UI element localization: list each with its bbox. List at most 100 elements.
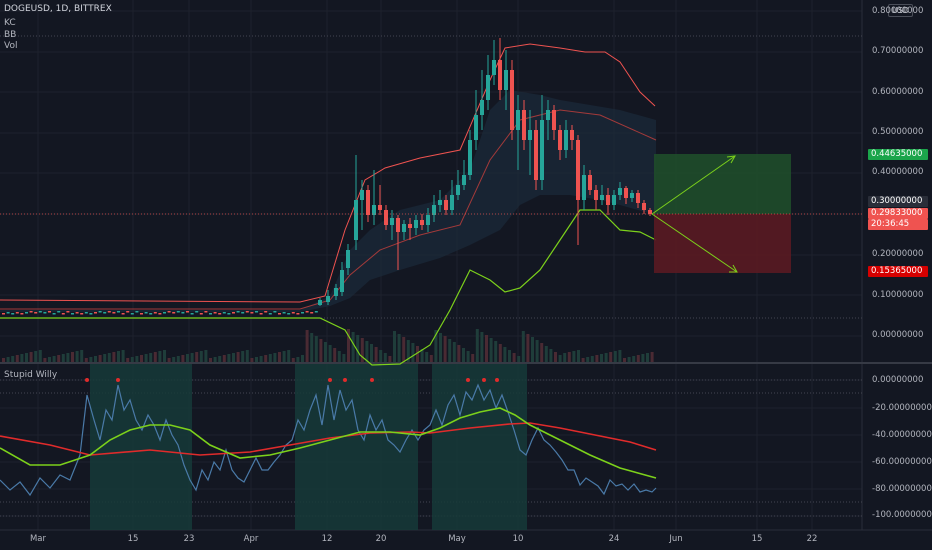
price-tick: 0.10000000 xyxy=(872,290,924,300)
volume-bar xyxy=(351,332,355,362)
volume-bar xyxy=(425,352,429,362)
candle-body xyxy=(282,312,286,314)
candle-body xyxy=(153,312,157,314)
candle-body xyxy=(420,220,424,225)
volume-bar xyxy=(94,356,97,362)
candle-body xyxy=(296,313,300,315)
volume-bar xyxy=(278,352,281,362)
candle-body xyxy=(121,313,125,315)
time-tick: 20 xyxy=(375,534,387,544)
time-tick: 15 xyxy=(127,534,139,544)
candle-body xyxy=(462,175,466,185)
volume-bar xyxy=(604,353,608,362)
osc-tick: -80.00000000 xyxy=(872,484,932,494)
volume-bar xyxy=(646,353,649,362)
candle-body xyxy=(181,312,185,314)
candle-body xyxy=(480,100,484,115)
volume-bar xyxy=(25,353,28,362)
candle-body xyxy=(209,313,212,315)
volume-bar xyxy=(641,354,645,362)
candle-body xyxy=(158,313,162,315)
volume-bar xyxy=(342,354,346,362)
candle-body xyxy=(346,250,350,268)
indicator-legend-vol[interactable]: Vol xyxy=(4,41,18,51)
time-tick: 10 xyxy=(512,534,524,544)
volume-bar xyxy=(549,349,553,362)
oscillator-zone xyxy=(432,364,527,530)
time-tick: 22 xyxy=(806,534,818,544)
price-tick: 0.70000000 xyxy=(872,46,924,56)
candle-body xyxy=(648,210,652,214)
candle-body xyxy=(245,311,249,313)
volume-bar xyxy=(75,351,79,362)
candle-body xyxy=(624,188,628,198)
candle-body xyxy=(314,311,318,313)
volume-bar xyxy=(250,358,254,362)
volume-bar xyxy=(301,355,304,362)
volume-bar xyxy=(558,355,562,362)
volume-bar xyxy=(448,339,452,362)
currency-button[interactable]: USD xyxy=(888,4,914,17)
candle-body xyxy=(612,195,616,205)
volume-bar xyxy=(397,334,401,362)
candle-body xyxy=(576,140,580,200)
price-tick: 0.60000000 xyxy=(872,87,924,97)
oscillator-line xyxy=(0,383,657,497)
candle-body xyxy=(618,188,622,195)
volume-bar xyxy=(241,351,245,362)
candle-body xyxy=(66,311,70,313)
candle-body xyxy=(291,312,295,314)
volume-bar xyxy=(365,341,369,362)
candle-body xyxy=(474,115,478,140)
oscillator-legend[interactable]: Stupid Willy xyxy=(4,370,58,380)
candle-body xyxy=(522,110,526,140)
indicator-legend-kc[interactable]: KC xyxy=(4,18,16,28)
candle-body xyxy=(75,312,79,314)
candle-body xyxy=(107,311,111,313)
candle-body xyxy=(176,311,180,313)
candle-body xyxy=(103,312,107,314)
volume-bar xyxy=(521,331,525,362)
candle-body xyxy=(38,311,42,313)
volume-bar xyxy=(167,358,171,362)
candle-body xyxy=(94,312,97,314)
volume-bar xyxy=(259,356,263,362)
volume-bar xyxy=(471,354,475,362)
volume-bar xyxy=(337,351,341,362)
symbol-legend[interactable]: DOGEUSD, 1D, BITTREX xyxy=(4,4,112,14)
volume-bar xyxy=(199,351,203,362)
volume-bar xyxy=(20,354,24,362)
volume-bar xyxy=(540,343,544,362)
volume-bar xyxy=(282,351,286,362)
candle-body xyxy=(310,312,314,314)
volume-bar xyxy=(383,353,387,362)
volume-bar xyxy=(130,357,134,362)
volume-bar xyxy=(305,330,309,362)
candle-body xyxy=(190,313,194,315)
volume-bar xyxy=(498,344,502,362)
volume-bar xyxy=(600,354,603,362)
stop-price-badge: 0.15365000 xyxy=(868,266,928,277)
volume-bar xyxy=(48,357,51,362)
candle-body xyxy=(540,120,544,180)
volume-bar xyxy=(443,336,447,362)
candle-body xyxy=(135,311,139,313)
candle-body xyxy=(222,312,226,314)
candle-body xyxy=(326,296,330,302)
volume-bar xyxy=(163,350,166,362)
price-tick: 0.80000000 xyxy=(872,6,924,16)
projection-arrow-down xyxy=(651,213,738,273)
candle-body xyxy=(241,312,245,314)
volume-bar xyxy=(11,356,15,362)
volume-bar xyxy=(66,353,70,362)
volume-bar xyxy=(434,330,438,362)
volume-bar xyxy=(581,358,585,362)
volume-bar xyxy=(572,351,576,362)
candle-body xyxy=(408,224,412,228)
candle-body xyxy=(29,311,33,313)
volume-bar xyxy=(273,353,277,362)
indicator-legend-bb[interactable]: BB xyxy=(4,30,17,40)
osc-tick: -60.00000000 xyxy=(872,457,932,467)
volume-bar xyxy=(153,352,157,362)
